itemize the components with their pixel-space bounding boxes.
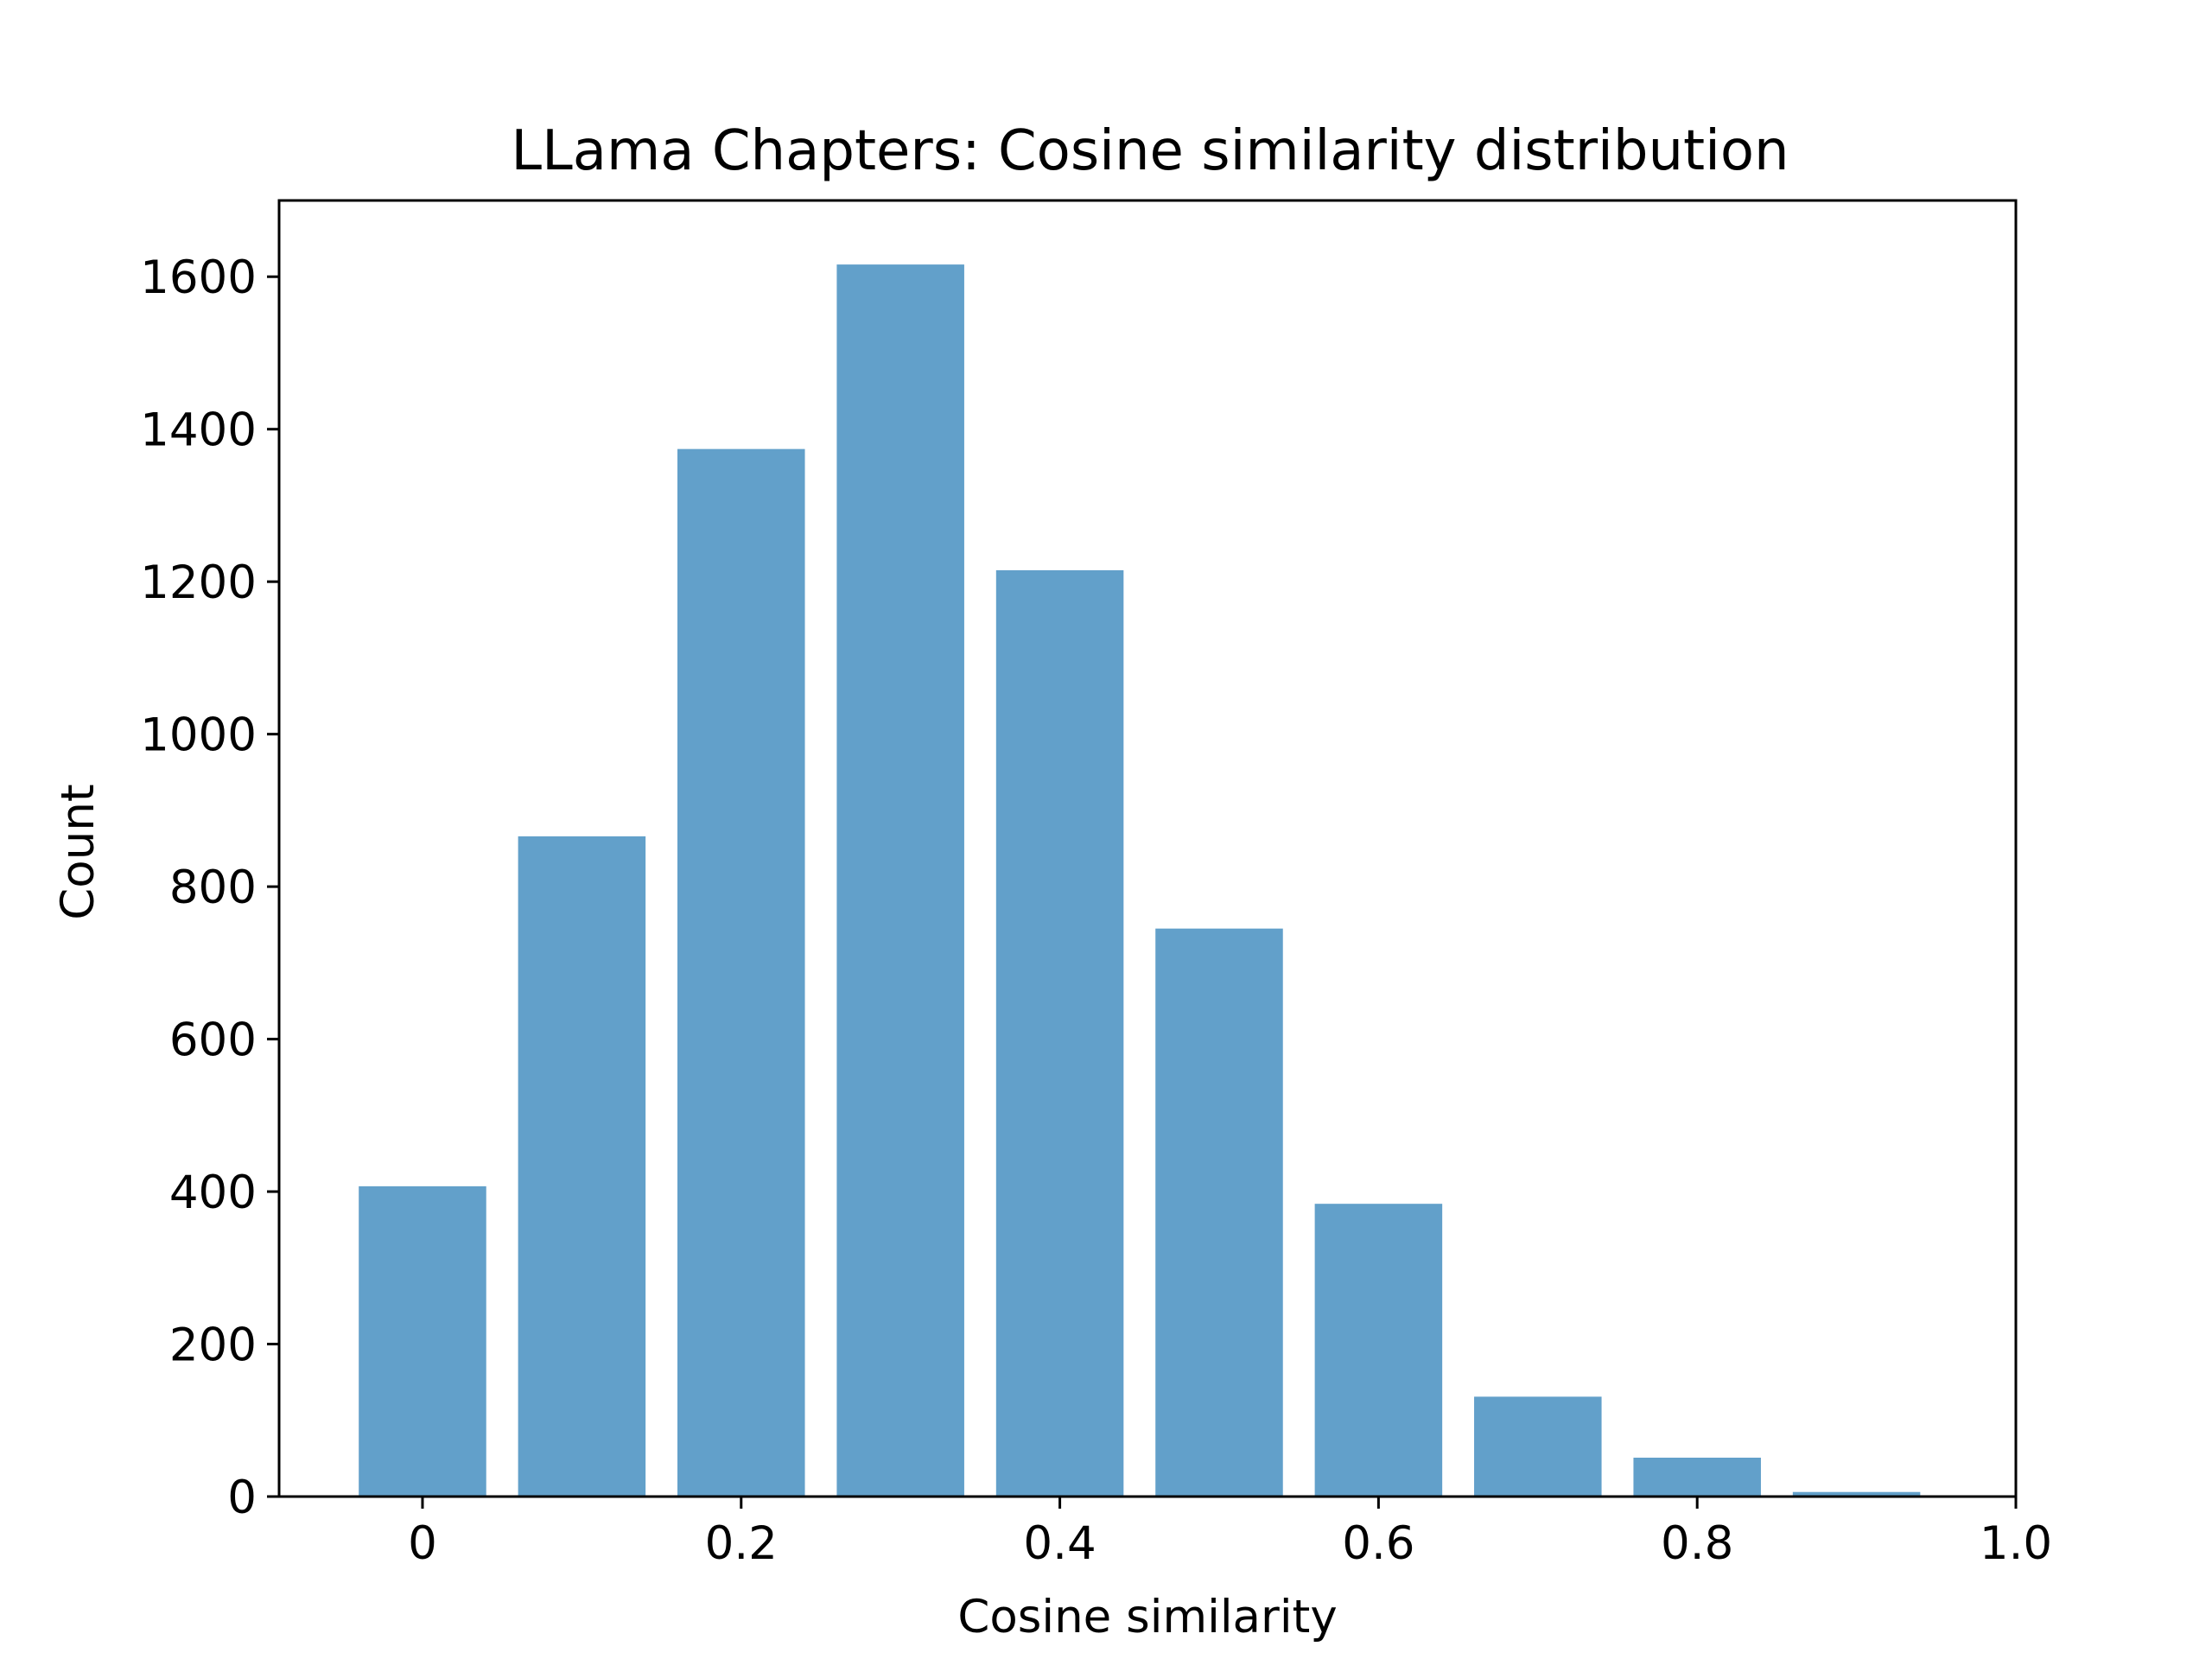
bar	[995, 569, 1124, 1497]
x-tick-label: 0.2	[705, 1517, 778, 1570]
y-axis-label: Count	[52, 784, 105, 919]
x-tick-label: 0.4	[1023, 1517, 1096, 1570]
bars-group	[359, 264, 1921, 1497]
bar	[1474, 1396, 1602, 1497]
bar	[1792, 1491, 1921, 1497]
bar	[359, 1185, 486, 1497]
y-tick-label: 600	[169, 1014, 257, 1067]
bar	[677, 448, 805, 1497]
bar	[1155, 928, 1283, 1497]
bar	[836, 264, 964, 1497]
y-tick-label: 1400	[140, 404, 257, 457]
y-axis: 0 200 400 600 800 1000 1200 1400 1600	[140, 251, 279, 1524]
y-tick-label: 1200	[140, 556, 257, 609]
y-tick-label: 1000	[140, 709, 257, 762]
x-tick-label: 0.8	[1661, 1517, 1733, 1570]
x-axis-label: Cosine similarity	[957, 1591, 1337, 1643]
x-tick-label: 0.6	[1342, 1517, 1414, 1570]
x-tick-label: 0	[408, 1517, 437, 1570]
x-axis: 0 0.2 0.4 0.6 0.8 1.0	[408, 1497, 2052, 1570]
chart-title: LLama Chapters: Cosine similarity distri…	[511, 119, 1789, 183]
x-tick-label: 1.0	[1980, 1517, 2052, 1570]
bar	[1633, 1458, 1761, 1497]
y-tick-label: 200	[169, 1319, 257, 1372]
y-tick-label: 400	[169, 1166, 257, 1219]
bar	[518, 836, 646, 1497]
y-tick-label: 1600	[140, 251, 257, 304]
y-tick-label: 800	[169, 861, 257, 914]
plot-frame	[277, 199, 2018, 1498]
bar	[1314, 1204, 1443, 1497]
y-tick-label: 0	[227, 1471, 257, 1524]
